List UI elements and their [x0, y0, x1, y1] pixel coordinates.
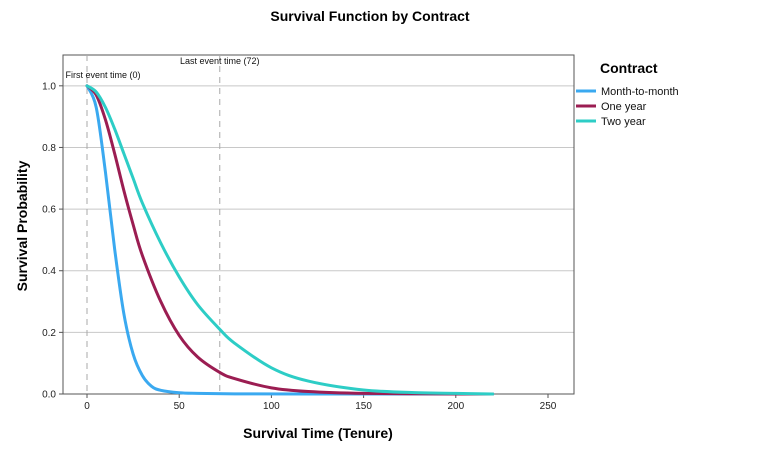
plot-frame	[62, 54, 575, 395]
y-axis-label: Survival Probability	[14, 160, 30, 291]
x-tick-label: 150	[355, 401, 372, 412]
y-tick-label: 0.0	[42, 390, 56, 401]
y-tick-label: 0.4	[42, 266, 56, 277]
legend-label-one-year: One year	[601, 101, 647, 113]
legend: Contract Month-to-month One year Two year	[576, 60, 679, 128]
legend-label-month-to-month: Month-to-month	[601, 86, 679, 98]
y-tick-label: 1.0	[42, 81, 56, 92]
y-tick-label: 0.8	[42, 143, 56, 154]
x-tick-label: 250	[540, 401, 557, 412]
series-line-two-year	[85, 84, 495, 396]
x-tick-label: 50	[174, 401, 186, 412]
y-tick-label: 0.2	[42, 328, 56, 339]
x-tick-label: 200	[447, 401, 464, 412]
series-line-one-year	[85, 84, 495, 396]
legend-title: Contract	[600, 60, 658, 76]
event-time-label: Last event time (72)	[180, 56, 260, 66]
event-time-label: First event time (0)	[65, 70, 140, 80]
plot-area: 0.0 0.2 0.4 0.6 0.8 1.0 0 50 100 150 200 250 First e…	[42, 54, 575, 412]
chart-title: Survival Function by Contract	[270, 8, 469, 24]
legend-label-two-year: Two year	[601, 116, 646, 128]
series-line-month-to-month	[85, 84, 495, 396]
x-axis-label: Survival Time (Tenure)	[243, 425, 393, 441]
y-tick-label: 0.6	[42, 205, 56, 216]
x-tick-label: 100	[263, 401, 280, 412]
x-tick-label: 0	[84, 401, 90, 412]
